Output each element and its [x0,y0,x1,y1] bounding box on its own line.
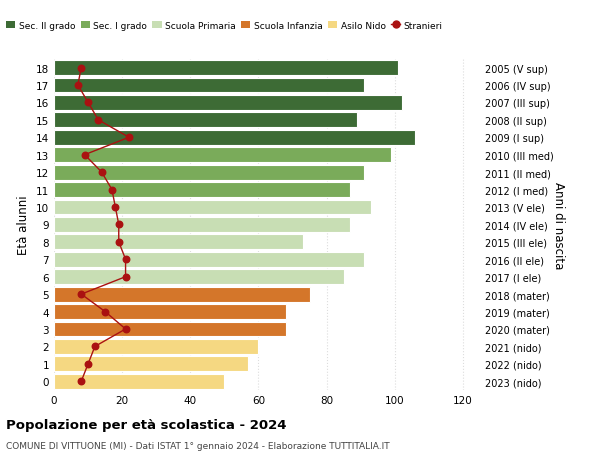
Bar [54,270,344,285]
Point [83,100,93,107]
Point [97,169,107,176]
Bar [54,252,364,267]
Text: COMUNE DI VITTUONE (MI) - Dati ISTAT 1° gennaio 2024 - Elaborazione TUTTITALIA.I: COMUNE DI VITTUONE (MI) - Dati ISTAT 1° … [6,441,389,450]
Bar [54,148,391,163]
Bar [54,113,358,128]
Bar [54,183,350,197]
Bar [54,374,224,389]
Y-axis label: Età alunni: Età alunni [17,195,31,255]
Point [83,360,93,368]
Bar [54,357,248,371]
Point [76,291,86,298]
Point [110,204,120,211]
Point [80,151,89,159]
Bar [54,218,350,232]
Bar [54,78,364,93]
Point [90,343,100,350]
Bar [54,304,286,319]
Bar [54,235,303,250]
Point [73,82,83,90]
Bar [54,287,310,302]
Bar [54,130,415,146]
Point [100,308,110,315]
Bar [54,165,364,180]
Bar [54,200,371,215]
Point [114,239,124,246]
Bar [54,61,398,76]
Bar [54,96,401,111]
Point [94,117,103,124]
Point [107,186,117,194]
Y-axis label: Anni di nascita: Anni di nascita [552,181,565,269]
Text: Popolazione per età scolastica - 2024: Popolazione per età scolastica - 2024 [6,418,287,431]
Bar [54,339,259,354]
Point [76,65,86,72]
Bar [54,322,286,336]
Point [76,378,86,385]
Legend: Sec. II grado, Sec. I grado, Scuola Primaria, Scuola Infanzia, Asilo Nido, Stran: Sec. II grado, Sec. I grado, Scuola Prim… [2,18,446,34]
Point [121,256,130,263]
Point [124,134,134,142]
Point [114,221,124,229]
Point [121,325,130,333]
Point [121,274,130,281]
